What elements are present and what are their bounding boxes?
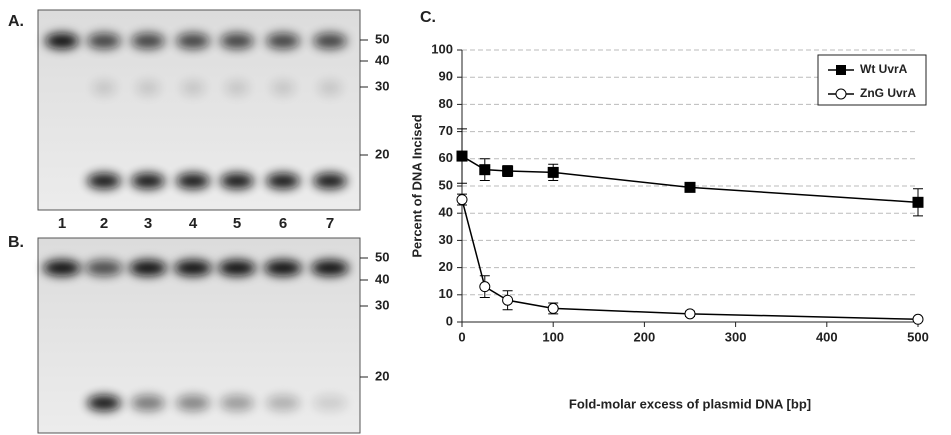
gel-band <box>45 33 79 49</box>
size-marker: 40 <box>375 52 389 67</box>
gel-band <box>313 33 347 49</box>
lane-number: 5 <box>233 215 241 232</box>
gel-band <box>136 80 160 96</box>
gel-band <box>131 395 165 411</box>
gel-b <box>37 237 361 434</box>
x-axis-title: Fold-molar excess of plasmid DNA [bp] <box>569 396 811 411</box>
gel-band <box>174 260 212 276</box>
y-tick-label: 20 <box>439 259 453 274</box>
x-tick-label: 300 <box>725 329 747 344</box>
x-tick-label: 0 <box>458 329 465 344</box>
y-tick-label: 60 <box>439 150 453 165</box>
legend-label: ZnG UvrA <box>860 86 916 100</box>
y-tick-label: 70 <box>439 123 453 138</box>
y-tick-label: 80 <box>439 96 453 111</box>
legend-label: Wt UvrA <box>860 62 908 76</box>
gel-band <box>129 260 167 276</box>
gel-band <box>225 80 249 96</box>
gel-band <box>264 260 302 276</box>
panel-label: A. <box>8 13 24 30</box>
gel-band <box>176 33 210 49</box>
point <box>502 165 514 177</box>
gel-a <box>37 9 361 211</box>
x-tick-label: 500 <box>907 329 929 344</box>
y-tick-label: 50 <box>439 177 453 192</box>
y-tick-label: 30 <box>439 232 453 247</box>
legend-box <box>817 54 927 106</box>
gel-band <box>87 173 121 189</box>
panel-label: C. <box>420 9 436 26</box>
gel-band <box>92 80 116 96</box>
x-tick-label: 400 <box>816 329 838 344</box>
y-tick-label: 0 <box>446 313 453 328</box>
gel-band <box>313 173 347 189</box>
point <box>456 150 468 162</box>
y-tick-label: 100 <box>431 41 453 56</box>
gel-band <box>218 260 256 276</box>
point <box>456 194 468 206</box>
gel-band <box>176 395 210 411</box>
gel-band <box>131 173 165 189</box>
lane-number: 6 <box>279 215 287 232</box>
y-tick-label: 40 <box>439 205 453 220</box>
gel-band <box>220 395 254 411</box>
lane-number: 2 <box>100 215 108 232</box>
gel-band <box>87 33 121 49</box>
x-tick-label: 100 <box>542 329 564 344</box>
point <box>547 166 559 178</box>
gel-band <box>85 260 123 276</box>
size-marker: 30 <box>375 297 389 312</box>
gel-band <box>311 260 349 276</box>
gel-band <box>271 80 295 96</box>
y-axis-title: Percent of DNA Incised <box>409 114 424 257</box>
gel-band <box>266 33 300 49</box>
point <box>684 181 696 193</box>
gel-band <box>266 395 300 411</box>
point <box>912 313 924 325</box>
size-marker: 40 <box>375 271 389 286</box>
series-line <box>461 199 919 321</box>
lane-number: 4 <box>189 215 198 232</box>
gel-band <box>43 260 81 276</box>
point <box>479 281 491 293</box>
lane-number: 1 <box>58 215 66 232</box>
size-marker: 20 <box>375 368 389 383</box>
gel-band <box>176 173 210 189</box>
x-tick-label: 200 <box>634 329 656 344</box>
gel-band <box>318 80 342 96</box>
point <box>479 164 491 176</box>
legend-marker <box>836 65 846 75</box>
panel-label: B. <box>8 234 24 251</box>
series-line <box>461 155 919 204</box>
legend-marker <box>835 88 847 100</box>
gel-band <box>266 173 300 189</box>
point <box>684 308 696 320</box>
lane-number: 7 <box>326 215 334 232</box>
size-marker: 50 <box>375 249 389 264</box>
gel-band <box>313 395 347 411</box>
point <box>502 294 514 306</box>
size-marker: 30 <box>375 78 389 93</box>
lane-number: 3 <box>144 215 152 232</box>
y-tick-label: 90 <box>439 69 453 84</box>
point <box>547 302 559 314</box>
gel-band <box>220 33 254 49</box>
y-tick-label: 10 <box>439 286 453 301</box>
gel-band <box>131 33 165 49</box>
gel-band <box>87 395 121 411</box>
size-marker: 20 <box>375 146 389 161</box>
size-marker: 50 <box>375 31 389 46</box>
gel-band <box>220 173 254 189</box>
gel-band <box>181 80 205 96</box>
point <box>912 196 924 208</box>
